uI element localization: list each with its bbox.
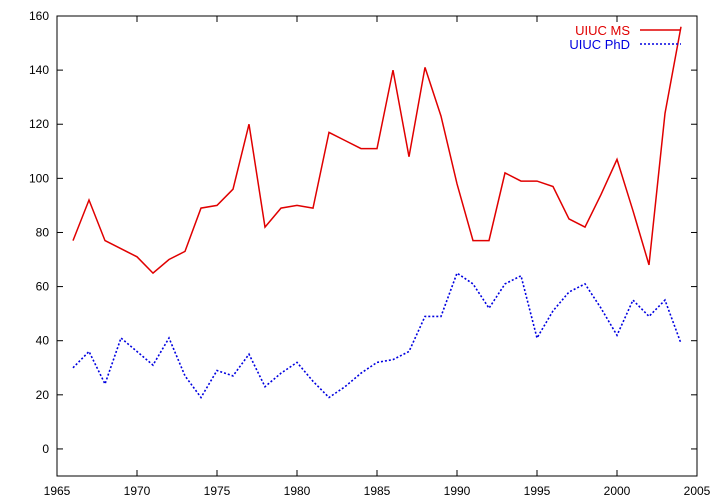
series-line-ms <box>72 26 682 275</box>
x-tick-label: 1970 <box>124 484 151 498</box>
legend-label-ms: UIUC MS <box>575 23 630 38</box>
y-tick-label: 40 <box>36 334 50 348</box>
y-tick-label: 80 <box>36 225 50 239</box>
y-tick-label: 140 <box>29 63 49 77</box>
y-tick-label: 120 <box>29 117 49 131</box>
series-line-phd <box>72 271 682 399</box>
x-tick-label: 1985 <box>364 484 391 498</box>
y-tick-label: 60 <box>36 280 50 294</box>
x-tick-label: 1980 <box>284 484 311 498</box>
x-tick-label: 1975 <box>204 484 231 498</box>
x-axis-ticks: 1965 1970 1975 1980 1985 1990 1995 2000 2005 <box>44 16 711 498</box>
x-tick-label: 1965 <box>44 484 71 498</box>
y-tick-label: 160 <box>29 9 49 23</box>
x-tick-label: 2000 <box>604 484 631 498</box>
plot-frame <box>56 15 698 477</box>
y-tick-label: 0 <box>42 442 49 456</box>
x-tick-label: 1995 <box>524 484 551 498</box>
legend-label-phd: UIUC PhD <box>569 37 630 52</box>
y-axis-ticks: 0 20 40 60 80 100 120 140 160 <box>29 9 697 456</box>
x-tick-label: 2005 <box>684 484 711 498</box>
legend: UIUC MS UIUC PhD <box>569 23 681 52</box>
y-tick-label: 20 <box>36 388 50 402</box>
x-tick-label: 1990 <box>444 484 471 498</box>
y-tick-label: 100 <box>29 171 49 185</box>
series-layer <box>72 26 682 399</box>
